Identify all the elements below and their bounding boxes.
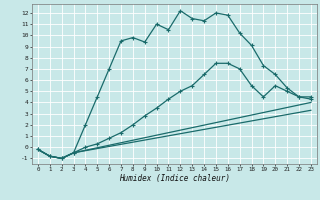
X-axis label: Humidex (Indice chaleur): Humidex (Indice chaleur)	[119, 174, 230, 183]
